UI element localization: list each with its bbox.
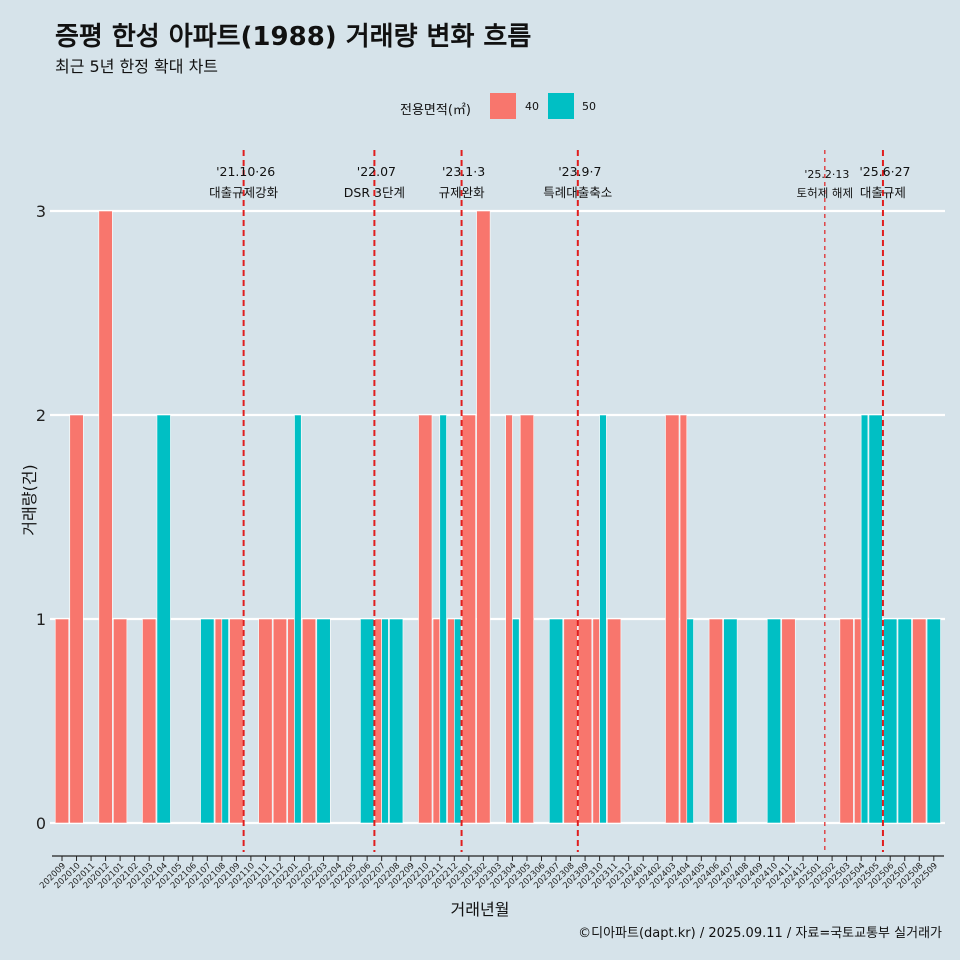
bar-202406-40 — [708, 618, 723, 824]
bar-202202-40 — [301, 618, 317, 824]
bar-202211-50 — [439, 414, 447, 824]
legend-title: 전용면적(㎡) — [400, 103, 471, 118]
bar-202112-40 — [272, 618, 288, 824]
event-date: '21.10·26 — [216, 164, 275, 179]
event-date: '23.9·7 — [558, 164, 601, 179]
bar-202212-50 — [454, 618, 462, 824]
y-tick-label: 1 — [36, 610, 46, 629]
event-label: 특례대출축소 — [543, 185, 612, 200]
y-tick-label: 3 — [36, 202, 46, 221]
bar-202101-40 — [113, 618, 128, 824]
bar-202211-40 — [432, 618, 441, 824]
bar-202504-50 — [860, 414, 869, 824]
event-date: '25.6·27 — [859, 164, 910, 179]
bar-202410-50 — [766, 618, 782, 824]
bar-202504-40 — [854, 618, 862, 824]
bar-202507-50 — [897, 618, 912, 824]
bar-202109-40 — [229, 618, 244, 824]
bar-202308-40 — [563, 618, 578, 824]
bar-202505-50 — [868, 414, 883, 824]
bar-202304-40 — [505, 414, 513, 824]
bar-202201-50 — [294, 414, 302, 824]
source-caption: ©디아파트(dapt.kr) / 2025.09.11 / 자료=국토교통부 실… — [578, 926, 942, 941]
bar-202201-40 — [287, 618, 295, 824]
bar-202305-40 — [519, 414, 535, 824]
event-label: 대출규제 — [860, 185, 906, 200]
bar-202508-40 — [912, 618, 927, 824]
bar-202104-50 — [156, 414, 171, 824]
bar-202108-50 — [221, 618, 229, 824]
x-axis-label: 거래년월 — [450, 900, 510, 919]
bar-202307-50 — [548, 618, 564, 824]
event-date: '23.1·3 — [442, 164, 485, 179]
bar-202207-50 — [381, 618, 389, 824]
bar-202212-40 — [447, 618, 455, 824]
bar-202304-50 — [512, 618, 520, 824]
bar-202111-40 — [258, 618, 273, 824]
event-label: 대출규제강화 — [209, 185, 279, 200]
legend-label-50: 50 — [582, 100, 596, 113]
event-label: 규제완화 — [439, 185, 486, 200]
y-tick-label: 2 — [36, 406, 46, 425]
bar-202210-40 — [418, 414, 433, 824]
bar-202206-50 — [360, 618, 375, 824]
legend-label-40: 40 — [525, 100, 539, 113]
bar-202404-50 — [686, 618, 694, 824]
bar-202404-40 — [679, 414, 688, 824]
bar-202407-50 — [723, 618, 738, 824]
bar-202310-50 — [599, 414, 607, 824]
chart-subtitle: 최근 5년 한정 확대 차트 — [55, 57, 219, 76]
bar-202207-40 — [374, 618, 382, 824]
event-label: DSR 3단계 — [344, 185, 405, 200]
bar-202107-50 — [200, 618, 215, 824]
bar-202012-40 — [98, 210, 113, 824]
bar-202301-40 — [461, 414, 476, 824]
bar-202103-40 — [142, 618, 157, 824]
event-date: '22.07 — [357, 164, 396, 179]
event-date: '25.2·13 — [804, 168, 849, 181]
bar-202311-40 — [607, 618, 622, 824]
legend: 전용면적(㎡) 40 50 — [0, 93, 960, 121]
bar-202309-40 — [578, 618, 593, 824]
bar-202310-40 — [592, 618, 600, 824]
bar-202503-40 — [839, 618, 854, 824]
event-label: 토허제 해제 — [797, 186, 854, 200]
bar-202203-50 — [316, 618, 331, 824]
bar-202208-50 — [389, 618, 404, 824]
bar-202009-40 — [54, 618, 70, 824]
legend-swatch-40 — [490, 93, 516, 119]
bar-202108-40 — [214, 618, 223, 824]
chart-title: 증평 한성 아파트(1988) 거래량 변화 흐름 — [55, 22, 532, 52]
bar-202411-40 — [781, 618, 796, 824]
bar-202302-40 — [476, 210, 491, 824]
bar-202509-50 — [926, 618, 941, 824]
y-tick-label: 0 — [36, 814, 46, 833]
legend-swatch-50 — [548, 93, 574, 119]
bar-202010-40 — [69, 414, 84, 824]
y-axis-label: 거래량(건) — [20, 464, 39, 536]
bar-202506-50 — [883, 618, 898, 824]
bar-202403-40 — [665, 414, 680, 824]
